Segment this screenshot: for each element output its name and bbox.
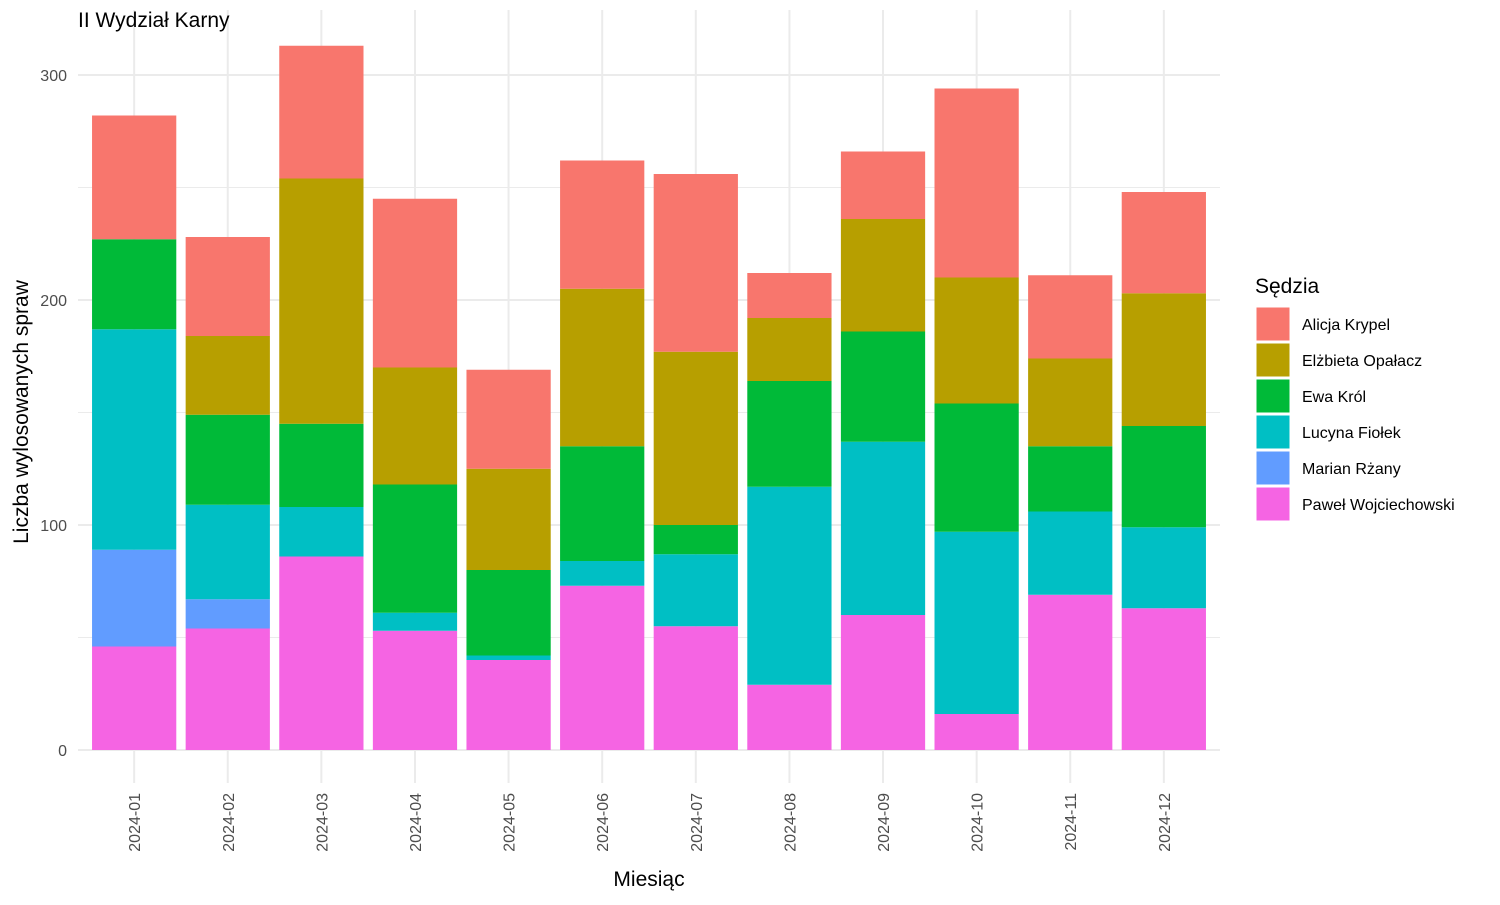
bar-segment — [560, 585, 645, 750]
ticks-layer: 0 100 200 300 2024-01 2024-02 2024-03 2024-04 20… — [40, 68, 1174, 852]
bar-segment — [840, 615, 926, 750]
bar-segment — [747, 273, 832, 318]
bar-segment — [1121, 293, 1206, 426]
bar-segment — [653, 351, 738, 525]
legend-label: Lucyna Fiołek — [1302, 425, 1402, 442]
x-tick-label: 2024-03 — [314, 793, 331, 852]
x-axis-title: Miesiąc — [613, 868, 684, 891]
bar-segment — [92, 239, 177, 330]
y-tick-label: 100 — [40, 518, 67, 535]
bar-segment — [840, 151, 926, 219]
bar-segment — [185, 336, 270, 415]
bar-segment — [92, 115, 177, 240]
legend-title: Sędzia — [1255, 275, 1320, 298]
x-tick-label: 2024-11 — [1063, 793, 1080, 851]
legend-items: Alicja Krypel Elżbieta Opałacz Ewa Król Luc… — [1255, 306, 1455, 522]
bar-segment — [1028, 511, 1113, 595]
bar-segment — [934, 403, 1019, 532]
bar-segment — [934, 277, 1019, 404]
bar-segment — [1028, 446, 1113, 512]
bar-segment — [560, 446, 645, 561]
x-tick-label: 2024-06 — [595, 793, 612, 852]
legend-key — [1255, 486, 1291, 522]
bar-segment — [1121, 527, 1206, 609]
x-tick-label: 2024-09 — [876, 793, 893, 852]
bar-segment — [1028, 594, 1113, 750]
bar-segment — [653, 525, 738, 555]
bar-segment — [1121, 426, 1206, 528]
y-tick-label: 0 — [58, 743, 67, 760]
bar-segment — [185, 504, 270, 600]
x-tick-label: 2024-10 — [970, 793, 987, 852]
bar-segment — [372, 367, 458, 485]
bar-segment — [840, 441, 926, 615]
bar-segment — [279, 507, 364, 557]
x-tick-label: 2024-02 — [221, 793, 238, 852]
bar-segment — [279, 178, 364, 424]
bar-segment — [747, 684, 832, 750]
bar-segment — [279, 45, 364, 179]
bar-segment — [560, 288, 645, 447]
bar-segment — [840, 331, 926, 442]
y-tick-label: 200 — [40, 293, 67, 310]
bar-segment — [279, 556, 364, 750]
bar-segment — [653, 626, 738, 750]
x-tick-label: 2024-04 — [408, 793, 425, 852]
bar-segment — [92, 549, 177, 647]
bar-segment — [372, 612, 458, 631]
bar-segment — [185, 628, 270, 750]
legend-label: Paweł Wojciechowski — [1302, 497, 1455, 514]
bar-segment — [747, 381, 832, 487]
legend-label: Elżbieta Opałacz — [1302, 353, 1422, 370]
legend-label: Alicja Krypel — [1302, 317, 1390, 334]
y-axis-title: Liczba wylosowanych spraw — [10, 279, 33, 544]
bar-segment — [372, 630, 458, 750]
bar-segment — [185, 414, 270, 505]
bar-segment — [466, 369, 551, 469]
bar-segment — [185, 237, 270, 336]
x-tick-label: 2024-12 — [1157, 793, 1174, 852]
x-tick-label: 2024-07 — [689, 793, 706, 852]
y-tick-label: 300 — [40, 68, 67, 85]
bar-segment — [1121, 608, 1206, 750]
bar-segment — [653, 554, 738, 627]
x-tick-label: 2024-01 — [127, 793, 144, 852]
bar-segment — [92, 646, 177, 750]
bar-segment — [92, 329, 177, 550]
bar-segment — [466, 660, 551, 750]
bar-segment — [934, 714, 1019, 750]
x-tick-label: 2024-05 — [502, 793, 519, 852]
bar-segment — [1028, 275, 1113, 359]
legend-key — [1255, 306, 1291, 342]
legend: Sędzia Alicja Krypel Elżbieta Opałacz Ewa … — [1255, 275, 1455, 522]
legend-label: Marian Rżany — [1302, 461, 1401, 478]
x-tick-label: 2024-08 — [782, 793, 799, 852]
bar-segment — [747, 318, 832, 381]
legend-key — [1255, 450, 1291, 486]
bar-segment — [185, 599, 270, 629]
bar-segment — [560, 561, 645, 586]
bar-segment — [372, 198, 458, 368]
legend-key — [1255, 378, 1291, 414]
bar-segment — [934, 531, 1019, 714]
legend-key — [1255, 342, 1291, 378]
bar-segment — [279, 423, 364, 507]
bar-segment — [1028, 358, 1113, 447]
bar-segment — [466, 468, 551, 570]
bar-segment — [1121, 192, 1206, 294]
chart-title: II Wydział Karny — [78, 9, 230, 32]
bar-segment — [934, 88, 1019, 278]
legend-label: Ewa Król — [1302, 389, 1366, 406]
bar-segment — [372, 484, 458, 613]
bar-segment — [466, 570, 551, 656]
legend-key — [1255, 414, 1291, 450]
bar-segment — [840, 219, 926, 332]
bar-segment — [560, 160, 645, 289]
bar-segment — [653, 174, 738, 352]
bar-segment — [747, 486, 832, 685]
bars-layer — [92, 45, 1206, 750]
bar-segment — [466, 655, 551, 660]
